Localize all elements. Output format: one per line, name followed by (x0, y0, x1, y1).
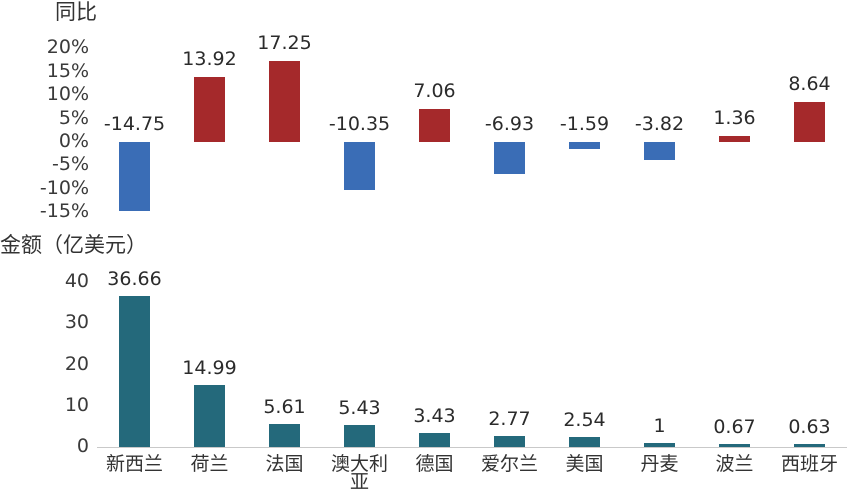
yoy-value-label: 1.36 (713, 106, 756, 129)
yoy-bar (194, 76, 225, 142)
yoy-value-label: -1.59 (559, 113, 610, 135)
amount-bar (419, 432, 450, 447)
yoy-bar (119, 142, 150, 212)
amount-bar (119, 295, 150, 447)
amount-axis-title: 金额（亿美元） (0, 233, 147, 257)
yoy-y-tick-label: 0% (58, 130, 89, 152)
x-tick-label: 丹麦 (640, 453, 679, 475)
yoy-y-tick-label: 10% (46, 83, 89, 106)
yoy-bar (419, 108, 450, 142)
amount-value-label: 0.63 (788, 416, 831, 439)
x-tick-label: 新西兰 (105, 453, 163, 475)
yoy-y-tick-label: 5% (58, 106, 89, 129)
x-tick-label: 澳大利亚 (330, 453, 388, 492)
amount-bar (644, 442, 675, 447)
yoy-value-label: -14.75 (103, 113, 166, 135)
yoy-y-tick-label: -15% (39, 200, 89, 223)
yoy-value-label: -10.35 (328, 113, 391, 135)
x-tick-label: 波兰 (715, 453, 754, 475)
x-tick-label: 美国 (565, 453, 604, 475)
amount-value-label: 2.54 (563, 408, 606, 431)
amount-y-tick-label: 20 (64, 352, 89, 375)
yoy-value-label: -3.82 (634, 113, 685, 135)
amount-bar (794, 444, 825, 447)
amount-bar (344, 424, 375, 447)
amount-bar (194, 385, 225, 447)
yoy-bar (269, 61, 300, 142)
amount-bar (269, 423, 300, 447)
yoy-bar (644, 142, 675, 160)
amount-y-tick-label: 10 (64, 393, 89, 416)
yoy-bar (794, 101, 825, 142)
yoy-axis-title: 同比 (55, 0, 97, 24)
amount-y-tick-label: 0 (76, 435, 89, 457)
yoy-value-label: 17.25 (257, 32, 312, 55)
amount-value-label: 0.67 (713, 416, 756, 439)
amount-bar (719, 444, 750, 447)
x-axis-line (97, 447, 847, 448)
amount-bar (494, 435, 525, 447)
yoy-value-label: 7.06 (413, 79, 456, 102)
amount-y-tick-label: 30 (64, 311, 89, 334)
amount-bar (569, 436, 600, 447)
amount-value-label: 14.99 (182, 357, 237, 380)
x-tick-label: 德国 (415, 453, 454, 475)
yoy-bar (569, 142, 600, 150)
amount-value-label: 2.77 (488, 407, 531, 430)
amount-value-label: 5.43 (338, 396, 381, 419)
amount-value-label: 1 (653, 414, 666, 437)
amount-y-tick-label: 40 (64, 270, 89, 293)
yoy-y-tick-label: -10% (39, 176, 89, 199)
yoy-bar (719, 135, 750, 142)
x-tick-label: 西班牙 (780, 453, 838, 475)
yoy-value-label: 8.64 (788, 72, 831, 95)
yoy-bar (494, 142, 525, 175)
yoy-value-label: -6.93 (484, 113, 535, 135)
yoy-y-tick-label: 20% (46, 36, 89, 59)
yoy-y-tick-label: 15% (46, 59, 89, 82)
x-tick-label: 荷兰 (190, 453, 229, 475)
amount-value-label: 5.61 (263, 395, 306, 418)
x-tick-label: 法国 (265, 453, 304, 475)
x-tick-label: 爱尔兰 (480, 453, 538, 475)
amount-value-label: 3.43 (413, 404, 456, 427)
yoy-value-label: 13.92 (182, 47, 237, 70)
yoy-bar (344, 142, 375, 191)
amount-value-label: 36.66 (107, 267, 162, 290)
yoy-y-tick-label: -5% (52, 153, 89, 176)
